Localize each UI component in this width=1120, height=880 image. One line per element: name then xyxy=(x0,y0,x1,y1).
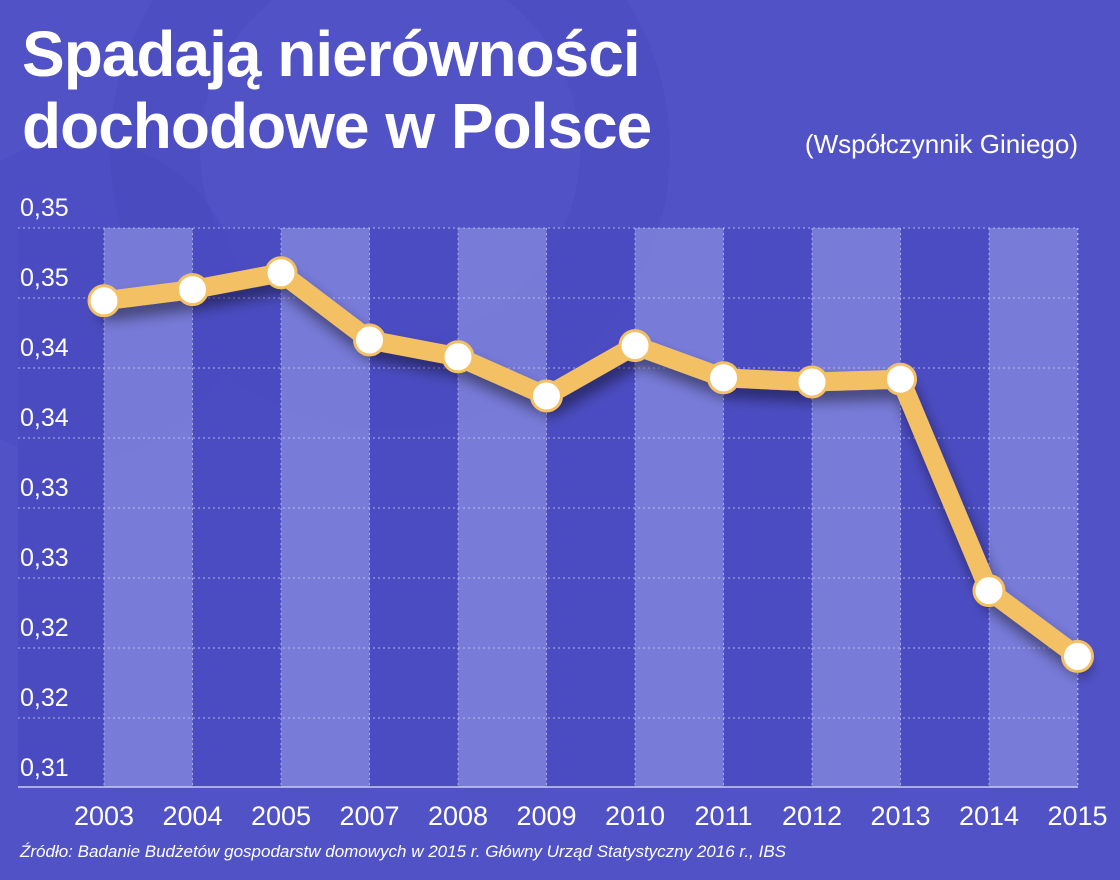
x-tick-label: 2005 xyxy=(251,801,311,831)
data-point xyxy=(884,362,917,396)
y-tick-label: 0,33 xyxy=(20,544,69,572)
x-tick-label: 2004 xyxy=(162,801,222,831)
chart-subtitle: (Współczynnik Giniego) xyxy=(804,129,1078,159)
source-note: Źródło: Badanie Budżetów gospodarstw dom… xyxy=(20,842,786,861)
plot-stripe xyxy=(192,228,281,787)
plot-stripe xyxy=(812,228,901,787)
data-point xyxy=(618,329,652,363)
y-tick-label: 0,35 xyxy=(20,194,69,222)
data-point xyxy=(795,365,829,399)
x-tick-label: 2012 xyxy=(782,801,842,831)
chart-title: Spadają nierówności dochodowe w Polsce xyxy=(22,18,652,162)
data-point xyxy=(530,379,563,413)
data-point xyxy=(972,574,1006,608)
y-tick-label: 0,32 xyxy=(20,614,69,642)
data-point xyxy=(353,323,386,357)
data-point xyxy=(264,256,298,290)
y-tick-label: 0,35 xyxy=(20,264,69,292)
plot-stripe xyxy=(546,228,635,787)
y-tick-label: 0,31 xyxy=(20,754,69,782)
data-point xyxy=(1061,639,1094,673)
x-tick-label: 2009 xyxy=(516,801,576,831)
x-tick-label: 2007 xyxy=(339,801,399,831)
x-tick-label: 2014 xyxy=(959,801,1019,831)
y-tick-label: 0,33 xyxy=(20,474,69,502)
plot-stripe xyxy=(1077,228,1078,787)
y-tick-label: 0,32 xyxy=(20,684,69,712)
y-tick-label: 0,34 xyxy=(20,334,69,362)
data-point xyxy=(441,340,475,374)
x-tick-label: 2003 xyxy=(74,801,134,831)
data-point xyxy=(87,284,121,318)
data-point xyxy=(176,273,209,307)
x-tick-label: 2010 xyxy=(605,801,665,831)
data-point xyxy=(707,361,740,395)
x-tick-label: 2013 xyxy=(870,801,930,831)
x-tick-label: 2011 xyxy=(694,801,752,831)
plot-stripe xyxy=(458,228,547,787)
x-tick-label: 2008 xyxy=(428,801,488,831)
y-tick-label: 0,34 xyxy=(20,404,69,432)
x-tick-label: 2015 xyxy=(1047,801,1107,831)
